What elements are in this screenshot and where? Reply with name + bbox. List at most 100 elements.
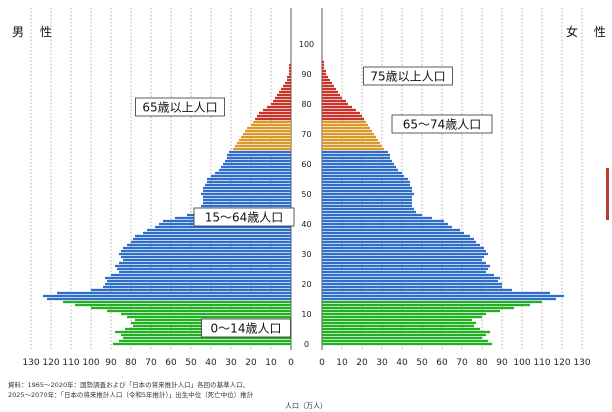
bar-male-age-19 [103, 285, 291, 289]
x-tick-female: 100 [513, 358, 530, 368]
age-tick-label: 20 [301, 280, 311, 289]
group-label-3-box [391, 114, 493, 134]
bar-male-age-15 [47, 297, 291, 301]
bar-female-age-28 [322, 258, 482, 262]
bar-female-age-68 [322, 138, 378, 142]
bar-female-age-3 [322, 333, 486, 337]
bar-female-age-66 [322, 144, 382, 148]
bar-female-age-41 [322, 219, 444, 223]
bar-male-age-88 [287, 78, 291, 82]
bar-female-age-49 [322, 195, 412, 199]
bar-female-age-20 [322, 282, 502, 286]
bar-male-age-86 [283, 84, 291, 88]
age-tick-label: 40 [301, 220, 311, 229]
bar-male-age-31 [121, 249, 291, 253]
bar-male-age-11 [107, 309, 291, 313]
bar-female-age-9 [322, 315, 482, 319]
group-label-4-box [363, 66, 453, 86]
bar-female-age-32 [322, 246, 484, 250]
bar-male-age-21 [107, 279, 291, 283]
bar-female-age-77 [322, 111, 360, 115]
bar-male-age-71 [245, 129, 291, 133]
bar-female-age-36 [322, 234, 470, 238]
bar-female-age-86 [322, 84, 334, 88]
bar-female-age-19 [322, 285, 502, 289]
group-label-2: 65歳以上人口 [142, 101, 217, 115]
bar-female-age-71 [322, 129, 372, 133]
bar-female-age-93 [322, 63, 324, 67]
bar-male-age-52 [203, 186, 291, 190]
age-tick-label: 50 [301, 190, 311, 199]
bar-female-age-46 [322, 204, 412, 208]
group-label-1: 15～64歳人口 [205, 211, 284, 225]
bar-male-age-48 [203, 198, 291, 202]
bar-female-age-54 [322, 180, 410, 184]
x-tick-female: 20 [356, 358, 368, 368]
bar-male-age-9 [127, 315, 291, 319]
x-tick-male: 0 [288, 358, 294, 368]
bar-male-age-69 [241, 135, 291, 139]
bar-male-age-13 [75, 303, 291, 307]
x-tick-male: 70 [145, 358, 157, 368]
bar-female-age-45 [322, 207, 414, 211]
bar-male-age-55 [207, 177, 291, 181]
bar-female-age-24 [322, 270, 486, 274]
bar-female-age-0 [322, 342, 492, 346]
bar-male-age-63 [227, 153, 291, 157]
x-tick-female: 90 [496, 358, 508, 368]
x-tick-female: 40 [396, 358, 408, 368]
age-tick-label: 30 [301, 250, 311, 259]
bar-female-age-13 [322, 303, 530, 307]
bar-female-age-6 [322, 324, 474, 328]
bar-female-age-16 [322, 294, 564, 298]
x-tick-male: 60 [165, 358, 177, 368]
bar-female-age-43 [322, 213, 422, 217]
bar-male-age-47 [203, 201, 291, 205]
bar-male-age-92 [289, 66, 291, 70]
bar-female-age-39 [322, 225, 452, 229]
bar-female-age-69 [322, 135, 376, 139]
bar-male-age-61 [225, 159, 291, 163]
bar-female-age-38 [322, 228, 460, 232]
bar-male-age-16 [43, 294, 291, 298]
bar-male-age-12 [91, 306, 291, 310]
bar-female-age-7 [322, 321, 476, 325]
x-tick-male: 10 [265, 358, 277, 368]
bar-female-age-34 [322, 240, 476, 244]
bar-male-age-72 [247, 126, 291, 130]
x-tick-male: 50 [185, 358, 197, 368]
x-tick-male: 90 [105, 358, 117, 368]
bar-male-age-93 [289, 63, 291, 67]
bar-male-age-82 [275, 96, 291, 100]
bar-male-age-87 [285, 81, 291, 85]
bar-female-age-63 [322, 153, 390, 157]
bar-male-age-75 [255, 117, 291, 121]
bar-female-age-35 [322, 237, 474, 241]
bar-male-age-53 [205, 183, 291, 187]
bar-female-age-59 [322, 165, 396, 169]
bar-female-age-85 [322, 87, 336, 91]
bar-female-age-88 [322, 78, 330, 82]
bar-male-age-74 [253, 120, 291, 124]
bar-male-age-50 [201, 192, 291, 196]
bar-male-age-85 [281, 87, 291, 91]
bar-female-age-22 [322, 276, 500, 280]
bar-female-age-25 [322, 267, 488, 271]
footnote-line-2: 2025～2070年：「日本の将来推計人口（令和5年推計）」出生中位（死亡中位）… [8, 390, 254, 399]
bar-male-age-60 [223, 162, 291, 166]
x-tick-female: 50 [416, 358, 428, 368]
bar-male-age-70 [243, 132, 291, 136]
x-tick-female: 110 [533, 358, 550, 368]
bar-female-age-78 [322, 108, 356, 112]
bar-female-age-62 [322, 156, 390, 160]
bar-male-age-65 [233, 147, 291, 151]
x-axis-title: 人口（万人） [285, 402, 327, 410]
group-label-3: 65～74歳人口 [403, 118, 482, 132]
bar-female-age-56 [322, 174, 404, 178]
x-tick-female: 130 [573, 358, 590, 368]
bar-male-age-29 [121, 255, 291, 259]
bar-female-age-30 [322, 252, 488, 256]
bar-female-age-2 [322, 336, 482, 340]
bar-female-age-50 [322, 192, 414, 196]
